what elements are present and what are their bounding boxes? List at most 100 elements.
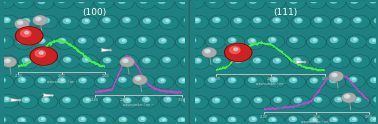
Circle shape — [290, 0, 297, 3]
Circle shape — [119, 39, 127, 43]
Circle shape — [271, 57, 288, 68]
Circle shape — [336, 59, 339, 60]
Circle shape — [307, 116, 325, 124]
Circle shape — [135, 35, 155, 48]
Circle shape — [313, 39, 316, 41]
Circle shape — [347, 116, 365, 124]
Circle shape — [356, 99, 359, 100]
Circle shape — [155, 76, 174, 89]
Circle shape — [205, 49, 210, 53]
Circle shape — [143, 97, 150, 102]
Circle shape — [38, 78, 45, 83]
Circle shape — [354, 18, 361, 23]
Circle shape — [66, 99, 69, 100]
Circle shape — [135, 75, 154, 88]
Circle shape — [35, 0, 53, 9]
Circle shape — [251, 79, 254, 80]
Circle shape — [291, 96, 309, 108]
Circle shape — [294, 58, 301, 63]
Circle shape — [295, 18, 302, 23]
Circle shape — [39, 96, 57, 108]
Circle shape — [225, 44, 252, 61]
Circle shape — [353, 0, 356, 1]
Circle shape — [210, 16, 228, 28]
Circle shape — [371, 96, 378, 107]
Circle shape — [116, 37, 134, 48]
Circle shape — [163, 57, 170, 62]
Circle shape — [42, 118, 44, 120]
Circle shape — [311, 56, 330, 69]
Circle shape — [166, 20, 169, 22]
Circle shape — [35, 115, 54, 124]
Circle shape — [146, 59, 149, 61]
Circle shape — [273, 78, 276, 80]
Circle shape — [100, 16, 118, 28]
Circle shape — [139, 56, 158, 69]
Circle shape — [186, 76, 204, 88]
Circle shape — [80, 96, 99, 108]
Circle shape — [231, 16, 249, 28]
Circle shape — [124, 98, 131, 103]
Circle shape — [34, 16, 46, 25]
Circle shape — [79, 117, 86, 122]
Circle shape — [249, 0, 256, 3]
Circle shape — [6, 98, 8, 100]
FancyBboxPatch shape — [189, 0, 378, 124]
Circle shape — [311, 96, 329, 107]
Circle shape — [266, 116, 284, 124]
Circle shape — [0, 0, 6, 3]
Circle shape — [115, 0, 133, 8]
Circle shape — [60, 16, 79, 29]
Circle shape — [116, 115, 135, 124]
Circle shape — [122, 118, 125, 120]
Circle shape — [311, 95, 330, 108]
Circle shape — [60, 17, 78, 29]
Circle shape — [60, 55, 79, 68]
Circle shape — [79, 38, 86, 43]
Circle shape — [160, 17, 178, 29]
Circle shape — [291, 56, 308, 68]
Circle shape — [125, 58, 128, 60]
Circle shape — [82, 57, 90, 62]
Circle shape — [210, 96, 228, 108]
Circle shape — [185, 36, 204, 48]
Circle shape — [332, 73, 337, 77]
Circle shape — [101, 0, 104, 1]
Circle shape — [271, 96, 289, 107]
Circle shape — [231, 79, 234, 81]
Circle shape — [19, 96, 37, 108]
Circle shape — [101, 56, 118, 68]
Circle shape — [350, 55, 370, 68]
Circle shape — [192, 118, 194, 120]
Circle shape — [14, 0, 33, 8]
Circle shape — [252, 118, 255, 120]
Circle shape — [373, 79, 376, 81]
Circle shape — [155, 77, 173, 88]
Circle shape — [136, 115, 153, 124]
Circle shape — [230, 47, 240, 53]
Circle shape — [209, 0, 216, 3]
Circle shape — [42, 18, 50, 23]
Circle shape — [287, 35, 306, 48]
Circle shape — [159, 38, 166, 43]
Circle shape — [226, 0, 245, 9]
Circle shape — [231, 118, 234, 120]
Circle shape — [206, 36, 224, 48]
Circle shape — [354, 57, 361, 62]
Circle shape — [292, 16, 310, 28]
Circle shape — [79, 55, 98, 68]
Circle shape — [372, 17, 378, 28]
Circle shape — [157, 116, 174, 124]
Circle shape — [0, 95, 19, 107]
Circle shape — [59, 95, 79, 108]
Circle shape — [119, 117, 127, 122]
Circle shape — [310, 38, 318, 43]
Circle shape — [211, 78, 214, 80]
Circle shape — [36, 115, 53, 124]
Circle shape — [98, 117, 105, 122]
Circle shape — [225, 115, 244, 124]
Circle shape — [121, 0, 124, 1]
Circle shape — [127, 99, 129, 101]
Circle shape — [276, 59, 279, 61]
Circle shape — [143, 0, 146, 1]
